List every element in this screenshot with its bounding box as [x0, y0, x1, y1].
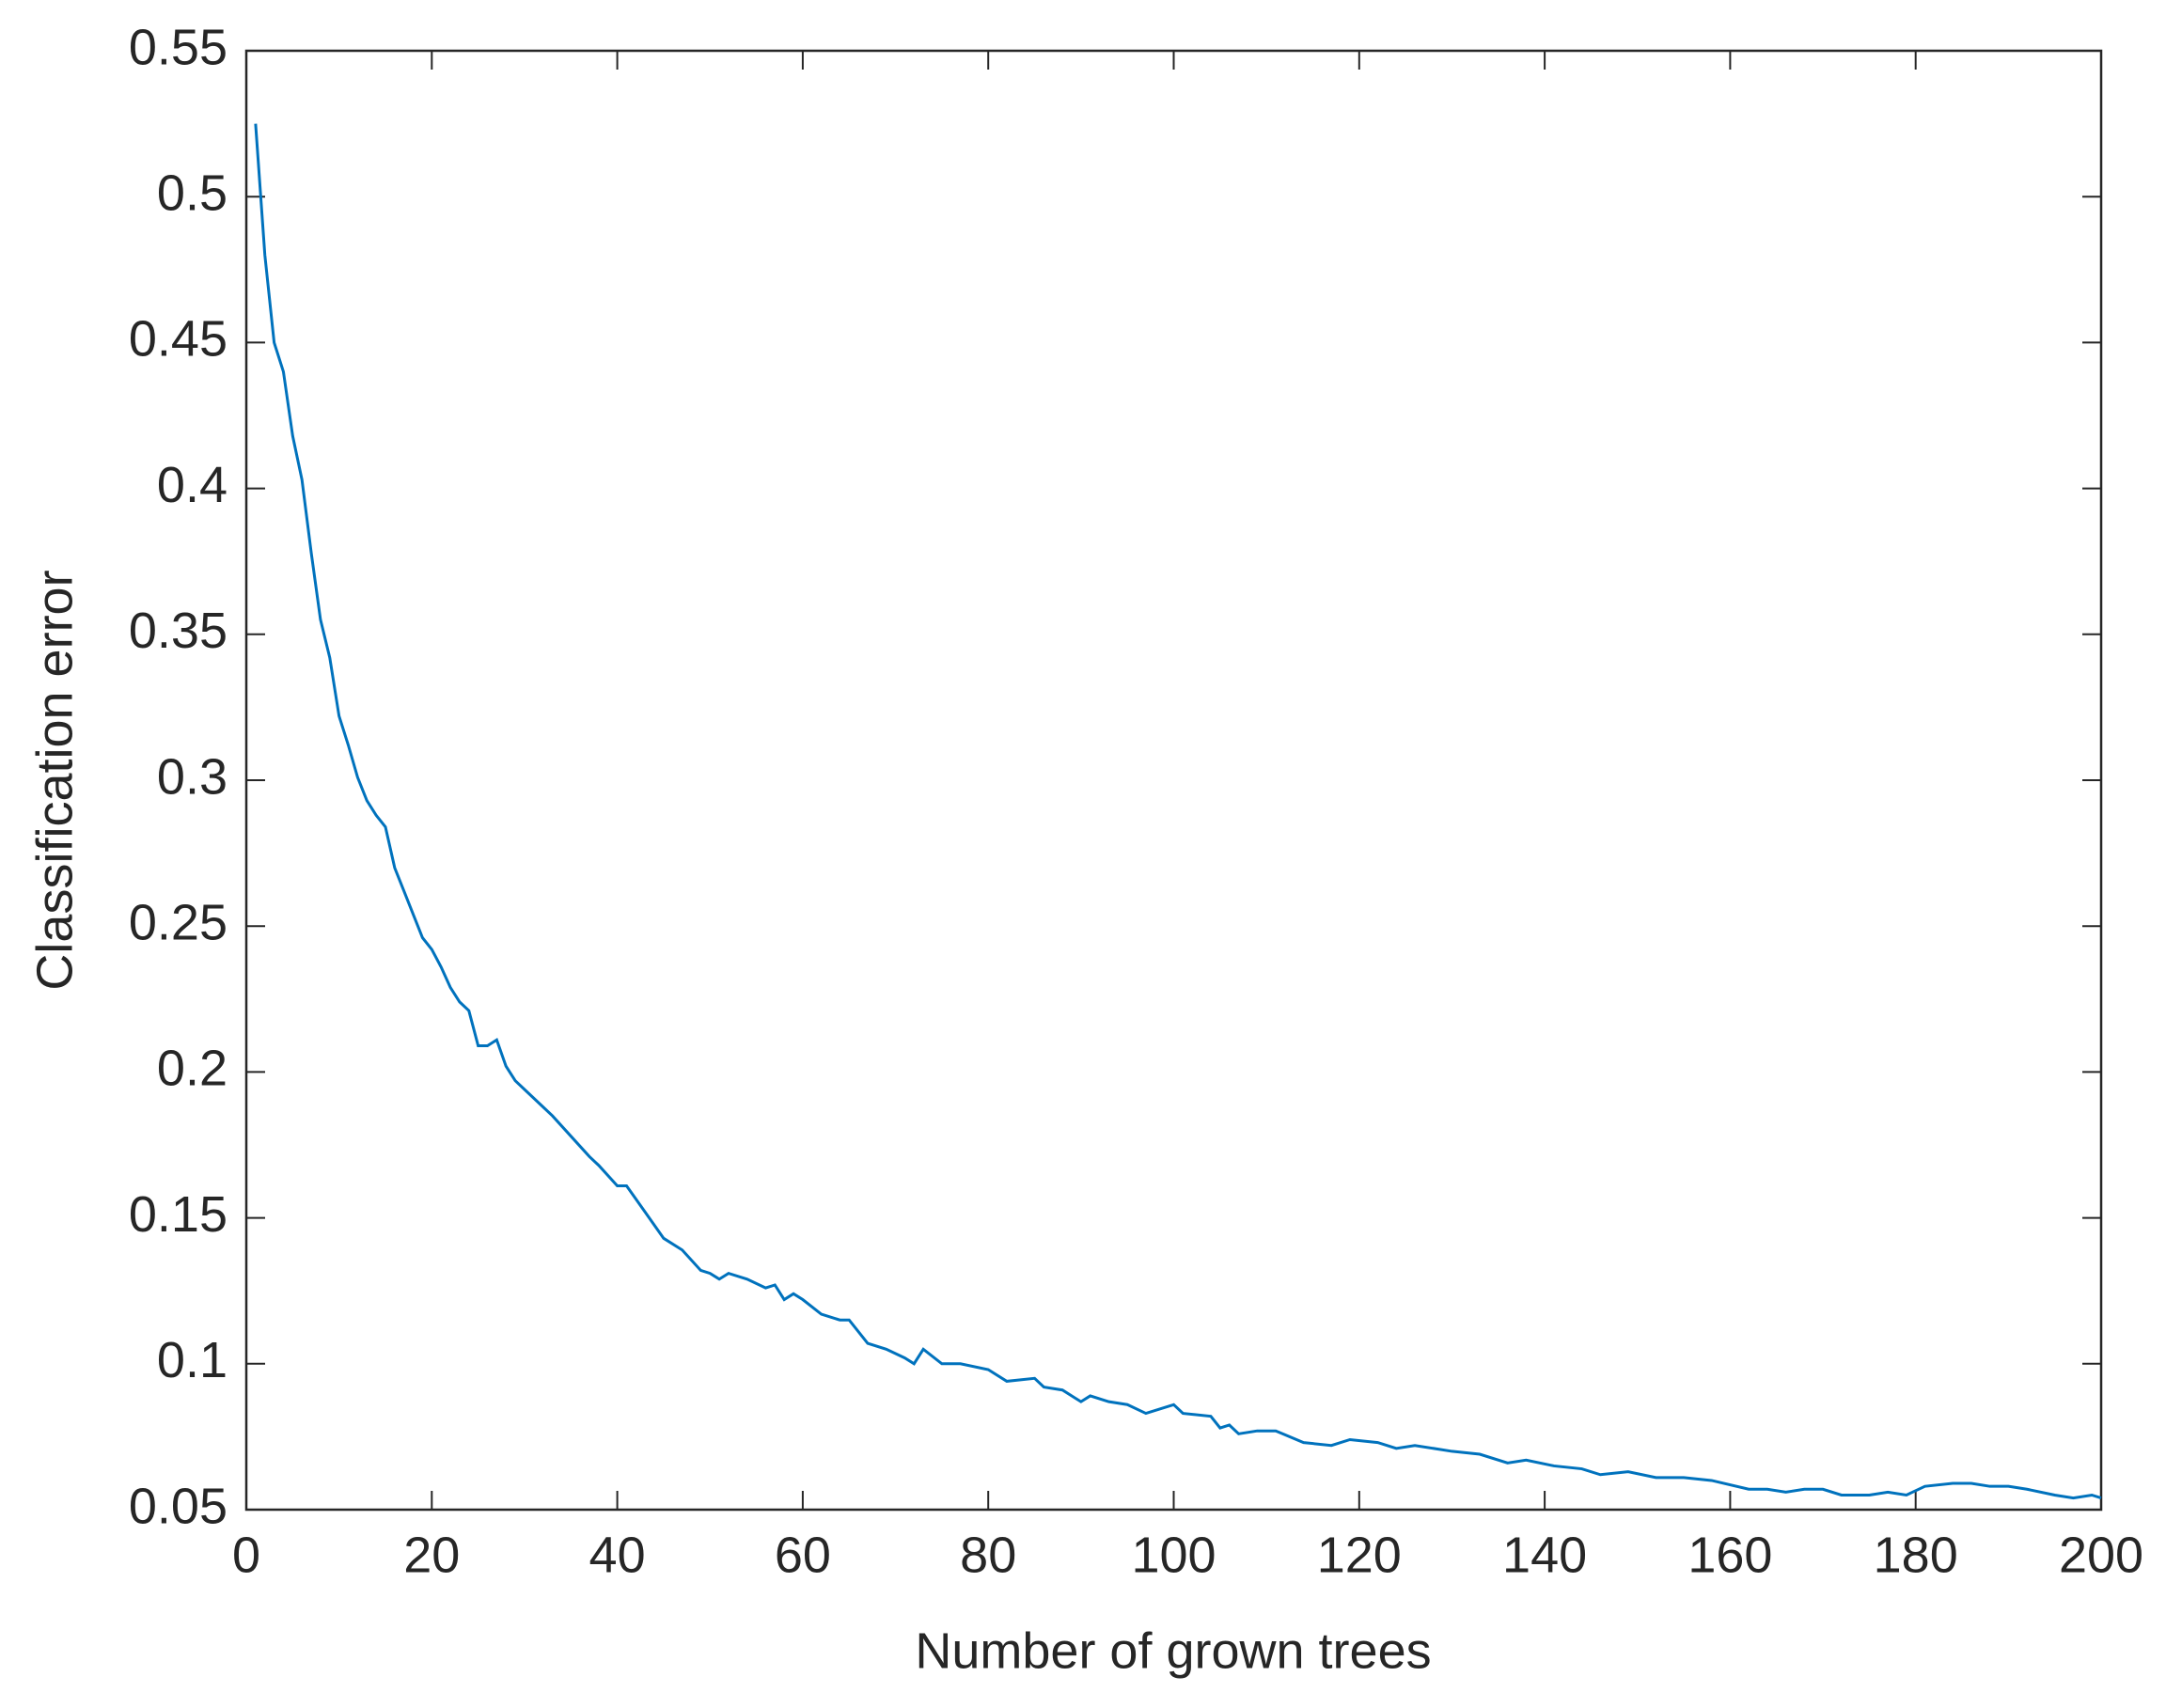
x-tick-label: 0: [232, 1527, 260, 1583]
x-tick-label: 180: [1874, 1527, 1958, 1583]
x-tick-label: 160: [1687, 1527, 1772, 1583]
x-tick-label: 40: [589, 1527, 646, 1583]
y-tick-label: 0.1: [157, 1332, 228, 1388]
y-tick-label: 0.35: [129, 603, 228, 659]
x-tick-label: 200: [2059, 1527, 2143, 1583]
x-axis-label: Number of grown trees: [915, 1622, 1431, 1679]
x-tick-label: 120: [1317, 1527, 1402, 1583]
plot-frame: [244, 49, 2103, 1512]
x-tick-label: 60: [775, 1527, 831, 1583]
y-tick-label: 0.25: [129, 894, 228, 950]
y-tick-label: 0.05: [129, 1478, 228, 1534]
x-tick-label: 20: [403, 1527, 460, 1583]
y-axis-label: Classification error: [26, 570, 83, 990]
y-tick-label: 0.3: [157, 748, 228, 805]
x-tick-label: 80: [960, 1527, 1016, 1583]
y-tick-label: 0.5: [157, 165, 228, 221]
y-tick-label: 0.2: [157, 1041, 228, 1097]
data-line: [254, 123, 2102, 1500]
y-tick-label: 0.15: [129, 1186, 228, 1243]
y-tick-label: 0.45: [129, 311, 228, 368]
y-tick-label: 0.4: [157, 457, 228, 513]
x-tick-label: 140: [1502, 1527, 1587, 1583]
x-tick-label: 100: [1131, 1527, 1216, 1583]
y-tick-label: 0.55: [129, 19, 228, 75]
